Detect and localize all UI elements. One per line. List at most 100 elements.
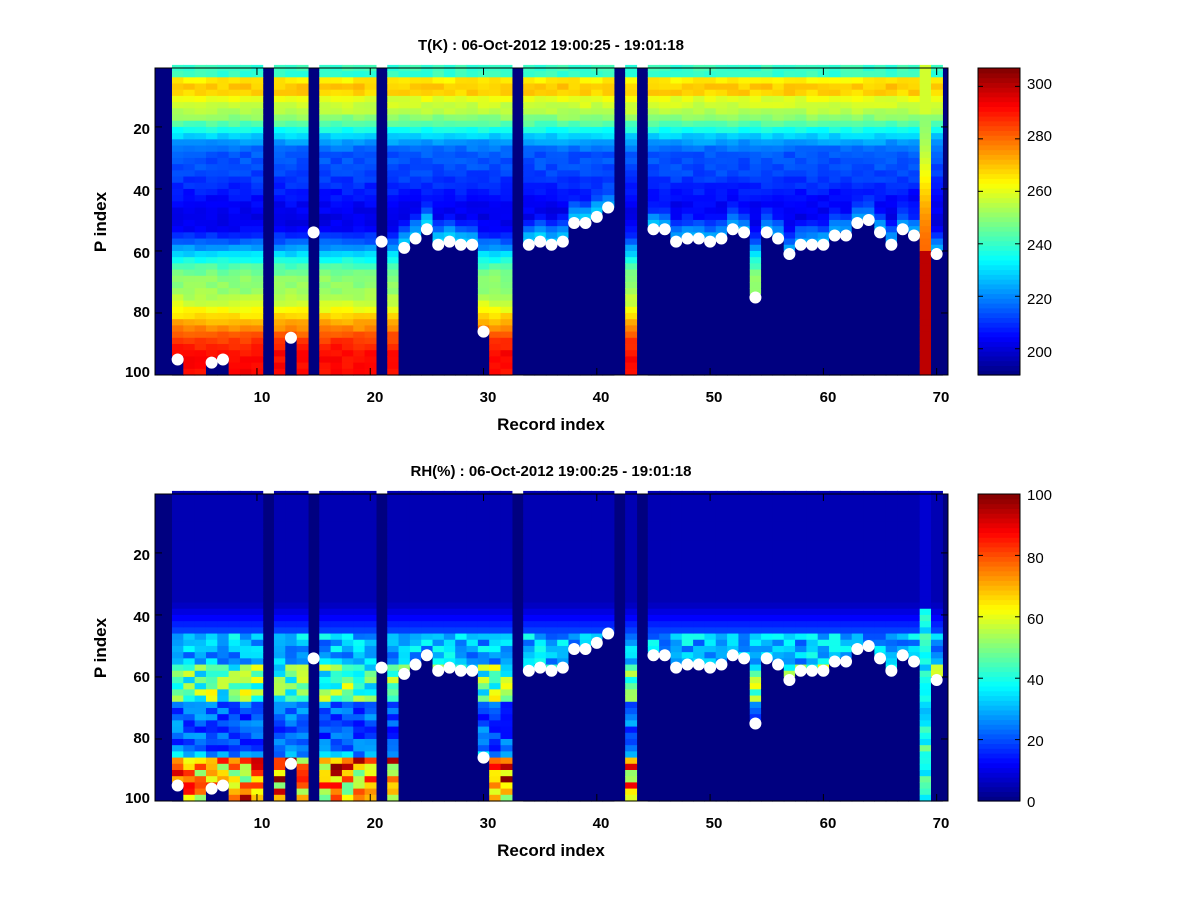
temperature-cell (897, 300, 909, 308)
temperature-cell (477, 120, 490, 128)
humidity-cell (273, 689, 286, 697)
temperature-cell (364, 170, 377, 178)
humidity-cell (455, 546, 468, 554)
humidity-cell (523, 745, 536, 752)
humidity-cell (421, 509, 434, 517)
temperature-cell (217, 170, 230, 178)
temperature-cell (523, 356, 536, 364)
temperature-cell (897, 257, 909, 264)
temperature-cell (829, 288, 841, 295)
temperature-cell (874, 331, 887, 339)
humidity-cell (455, 794, 468, 802)
humidity-cell (353, 528, 366, 535)
humidity-cell (398, 546, 411, 554)
temperature-cell (330, 269, 343, 277)
temperature-cell (874, 157, 887, 165)
temperature-cell (681, 176, 694, 184)
humidity-cell (409, 639, 422, 647)
humidity-cell (353, 683, 366, 690)
temperature-cell (171, 238, 184, 246)
humidity-cell (568, 776, 581, 783)
temperature-cell (670, 201, 683, 209)
temperature-cell (183, 288, 196, 295)
temperature-cell (239, 120, 252, 128)
humidity-cell (273, 596, 286, 604)
temperature-cell (557, 108, 570, 116)
temperature-cell (885, 139, 898, 147)
humidity-cell (500, 515, 513, 523)
temperature-cell (761, 362, 774, 370)
temperature-cell (217, 337, 230, 345)
humidity-cell (455, 614, 468, 622)
temperature-cell (727, 164, 740, 171)
temperature-cell (579, 182, 592, 190)
temperature-cell (625, 350, 638, 357)
temperature-cell (625, 337, 638, 345)
humidity-cell (557, 534, 570, 542)
humidity-cell (398, 757, 411, 765)
humidity-cell (398, 707, 411, 715)
humidity-cell (477, 738, 490, 746)
temperature-cell (194, 145, 207, 153)
temperature-cell (409, 182, 422, 190)
temperature-cell (500, 133, 513, 140)
humidity-cell (217, 689, 230, 697)
temperature-x-tick-label: 50 (706, 389, 723, 406)
temperature-colorbar-segment (978, 178, 1020, 184)
temperature-cell (194, 195, 207, 202)
humidity-cell (239, 763, 252, 771)
temperature-cell (273, 95, 286, 103)
temperature-cell (602, 244, 615, 252)
temperature-cell (171, 325, 184, 333)
humidity-cell (557, 583, 570, 591)
temperature-cell (387, 288, 400, 295)
humidity-cell (251, 608, 264, 616)
humidity-cell (273, 621, 286, 628)
humidity-cell (194, 714, 207, 721)
temperature-cell (783, 108, 796, 116)
humidity-cell (409, 757, 422, 765)
temperature-cell (398, 368, 411, 376)
temperature-cell (421, 95, 434, 103)
temperature-cell (217, 95, 230, 103)
humidity-cell (387, 714, 400, 721)
temperature-cell (477, 176, 490, 184)
humidity-cell (171, 534, 184, 542)
temperature-cell (194, 89, 207, 97)
temperature-cell (772, 71, 785, 78)
temperature-cell (715, 343, 728, 351)
temperature-cell (557, 176, 570, 184)
temperature-cell (885, 164, 898, 171)
temperature-cell (183, 232, 196, 240)
humidity-cell (466, 509, 479, 517)
temperature-cell (500, 182, 513, 190)
temperature-cell (183, 300, 196, 308)
humidity-cell (239, 738, 252, 746)
humidity-cell (217, 658, 230, 666)
humidity-cell (296, 509, 309, 517)
temperature-cell (273, 170, 286, 178)
humidity-cell (523, 695, 536, 703)
temperature-cell (466, 331, 479, 339)
humidity-cell (183, 602, 196, 610)
temperature-cell (829, 77, 841, 85)
humidity-cell (296, 720, 309, 728)
temperature-cell (602, 319, 615, 326)
temperature-cell (205, 182, 218, 190)
temperature-cell (296, 300, 309, 308)
temperature-cell (919, 319, 932, 326)
temperature-cell (591, 275, 604, 283)
temperature-cell (704, 176, 717, 184)
temperature-cell (625, 102, 638, 109)
temperature-cell (398, 306, 411, 314)
humidity-cell (239, 509, 252, 517)
humidity-cell (205, 515, 218, 523)
temperature-cell (591, 232, 604, 240)
humidity-cell (205, 552, 218, 560)
temperature-cell (500, 294, 513, 302)
humidity-cell (545, 633, 558, 641)
temperature-cell (840, 213, 853, 221)
temperature-cell (863, 257, 875, 264)
humidity-cell (251, 670, 264, 678)
temperature-cell (795, 188, 807, 196)
